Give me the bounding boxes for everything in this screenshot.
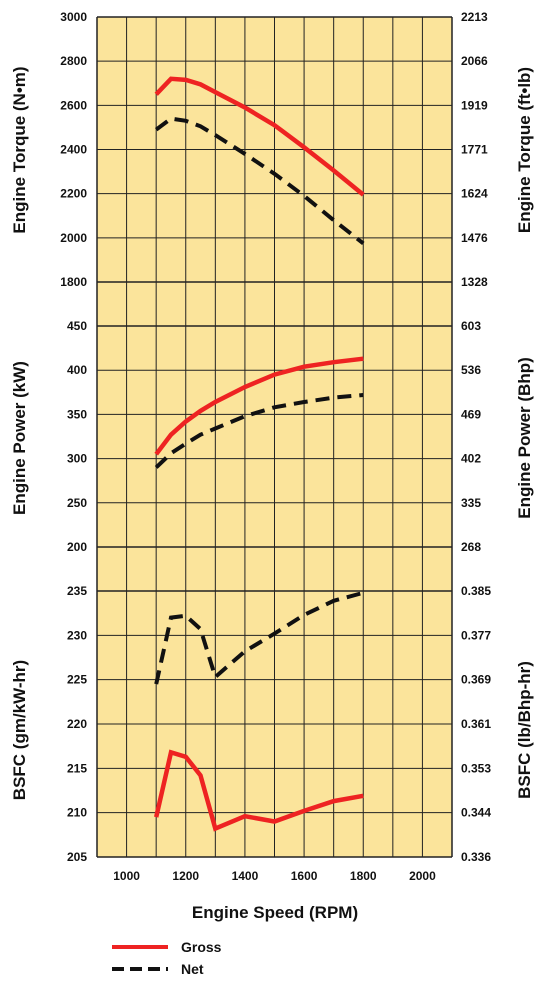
power-left-tick-label: 450 (67, 319, 87, 333)
torque-left-tick-label: 2800 (60, 54, 87, 68)
x-tick-label: 2000 (409, 869, 436, 883)
bsfc-right-tick-label: 0.336 (461, 850, 491, 864)
bsfc-right-tick-label: 0.361 (461, 717, 491, 731)
x-axis-title: Engine Speed (RPM) (192, 903, 358, 922)
bsfc-right-tick-label: 0.344 (461, 806, 491, 820)
torque-right-tick-label: 2066 (461, 54, 488, 68)
torque-left-axis-title: Engine Torque (N•m) (10, 66, 29, 233)
power-right-tick-label: 603 (461, 319, 481, 333)
bsfc-gross-line (154, 749, 364, 832)
bsfc-left-tick-label: 215 (67, 761, 87, 775)
bsfc-left-axis-title: BSFC (gm/kW-hr) (10, 660, 29, 800)
power-left-tick-label: 400 (67, 363, 87, 377)
bsfc-left-tick-label: 235 (67, 584, 87, 598)
power-right-tick-label: 469 (461, 407, 481, 421)
power-right-tick-label: 402 (461, 452, 481, 466)
bsfc-right-tick-label: 0.353 (461, 761, 491, 775)
torque-right-tick-label: 1919 (461, 98, 488, 112)
torque-gross-line (154, 76, 365, 197)
bsfc-left-tick-label: 210 (67, 806, 87, 820)
x-tick-label: 1400 (232, 869, 259, 883)
power-left-tick-label: 250 (67, 496, 87, 510)
power-left-tick-label: 300 (67, 452, 87, 466)
torque-left-tick-label: 2600 (60, 98, 87, 112)
bsfc-right-tick-label: 0.369 (461, 673, 491, 687)
power-left-axis-title: Engine Power (kW) (10, 361, 29, 515)
torque-left-tick-label: 2000 (60, 231, 87, 245)
bsfc-right-tick-label: 0.385 (461, 584, 491, 598)
power-right-tick-label: 268 (461, 540, 481, 554)
torque-net-line (155, 116, 365, 245)
torque-right-tick-label: 1476 (461, 231, 488, 245)
bsfc-left-tick-label: 230 (67, 628, 87, 642)
x-tick-label: 1800 (350, 869, 377, 883)
bsfc-left-tick-label: 205 (67, 850, 87, 864)
bsfc-right-tick-label: 0.377 (461, 628, 491, 642)
torque-right-axis-title: Engine Torque (ft•lb) (515, 67, 534, 233)
bsfc-left-tick-label: 220 (67, 717, 87, 731)
grid-layer (96, 16, 453, 858)
series-layer (154, 76, 365, 832)
bsfc-right-axis-title: BSFC (lb/Bhp-hr) (515, 661, 534, 799)
power-net-line (154, 393, 364, 469)
ticks-layer: 3000 2213 2800 2066 2600 1919 2400 1771 2200 1624… (60, 10, 491, 883)
legend: Gross Net (112, 939, 222, 977)
x-tick-label: 1600 (291, 869, 318, 883)
bsfc-left-tick-label: 225 (67, 673, 87, 687)
torque-right-tick-label: 1624 (461, 187, 488, 201)
legend-net-label: Net (181, 961, 204, 977)
torque-left-tick-label: 1800 (60, 275, 87, 289)
power-right-axis-title: Engine Power (Bhp) (515, 357, 534, 519)
power-right-tick-label: 335 (461, 496, 481, 510)
torque-left-tick-label: 3000 (60, 10, 87, 24)
x-tick-label: 1000 (113, 869, 140, 883)
torque-left-tick-label: 2400 (60, 143, 87, 157)
power-left-tick-label: 200 (67, 540, 87, 554)
power-right-tick-label: 536 (461, 363, 481, 377)
power-gross-line (154, 356, 364, 456)
torque-left-tick-label: 2200 (60, 187, 87, 201)
torque-right-tick-label: 1328 (461, 275, 488, 289)
legend-gross-label: Gross (181, 939, 222, 955)
power-left-tick-label: 350 (67, 407, 87, 421)
bsfc-net-line (154, 590, 364, 685)
torque-right-tick-label: 2213 (461, 10, 488, 24)
torque-right-tick-label: 1771 (461, 143, 488, 157)
x-tick-label: 1200 (172, 869, 199, 883)
